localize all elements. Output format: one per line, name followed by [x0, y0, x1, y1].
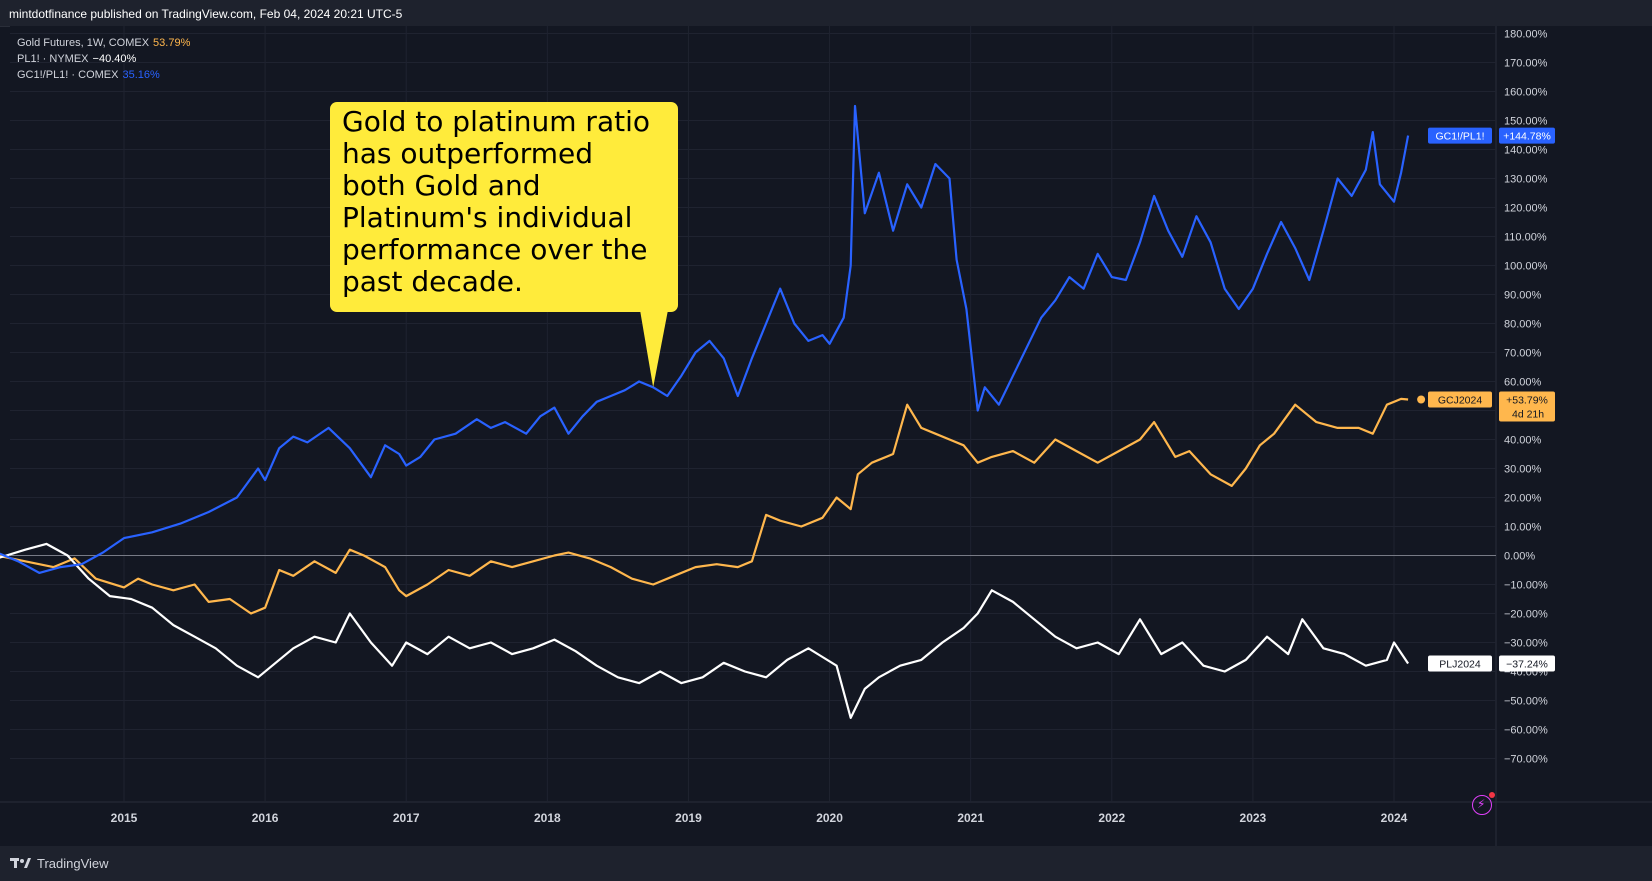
legend-name: GC1!/PL1! · COMEX [17, 69, 119, 81]
footer-bar: TradingView [0, 846, 1652, 881]
y-tick-label: 70.00% [1504, 348, 1542, 360]
y-tick-label: −60.00% [1504, 725, 1548, 737]
x-tick-label: 2015 [111, 811, 138, 825]
y-tick-label: 130.00% [1504, 174, 1548, 186]
y-tick-label: −20.00% [1504, 609, 1548, 621]
series-tag-label: PLJ2024 [1439, 658, 1481, 670]
series-tag-value-bg [1499, 127, 1555, 144]
legend-value: −40.40% [92, 53, 137, 65]
published-caption: mintdotfinance published on TradingView.… [9, 7, 403, 21]
annotation-line: Gold to platinum ratio [342, 105, 650, 138]
y-tick-label: −50.00% [1504, 696, 1548, 708]
y-tick-label: −70.00% [1504, 754, 1548, 766]
y-tick-label: 20.00% [1504, 493, 1542, 505]
lightning-icon[interactable]: ⚡ [1472, 792, 1495, 815]
series-tag-value-bg [1499, 391, 1555, 422]
x-tick-label: 2024 [1381, 811, 1408, 825]
series-tag-value: −37.24% [1506, 658, 1548, 670]
x-tick-label: 2020 [816, 811, 843, 825]
annotation-line: both Gold and [342, 169, 541, 202]
series-line-plj2024[interactable] [0, 542, 1410, 719]
series-tag-countdown: 4d 21h [1512, 409, 1544, 421]
y-tick-label: 60.00% [1504, 377, 1542, 389]
series-tag-label-bg [1428, 127, 1492, 144]
annotation-line: Platinum's individual [342, 201, 633, 234]
y-tick-label: −30.00% [1504, 638, 1548, 650]
x-tick-label: 2016 [252, 811, 279, 825]
y-tick-label: 160.00% [1504, 87, 1548, 99]
y-tick-label: 40.00% [1504, 435, 1542, 447]
x-tick-label: 2018 [534, 811, 561, 825]
legend-value: 35.16% [122, 69, 160, 81]
x-tick-label: 2021 [957, 811, 984, 825]
chart-canvas[interactable]: 180.00% 170.00% 160.00% 150.00% 140.00% 130.0… [0, 26, 1652, 846]
x-tick-label: 2022 [1098, 811, 1125, 825]
series-tag-label: GCJ2024 [1438, 395, 1483, 407]
y-tick-label: −10.00% [1504, 580, 1548, 592]
series-tag-label-bg [1428, 391, 1492, 408]
series-tag-value-bg [1499, 655, 1555, 672]
series-line-gcj2024[interactable] [0, 397, 1409, 615]
legend-name: PL1! · NYMEX [17, 53, 89, 65]
y-tick-label: 100.00% [1504, 261, 1548, 273]
series-tag-value: +144.78% [1503, 131, 1551, 143]
y-tick-label: 180.00% [1504, 29, 1548, 41]
annotation-line: performance over the [342, 233, 648, 266]
series-line-gc1-pl1-[interactable] [0, 104, 1410, 574]
legend-entry-platinum[interactable]: PL1! · NYMEX −40.40% [17, 51, 190, 67]
y-tick-label: 10.00% [1504, 522, 1542, 534]
last-price-dot [1417, 395, 1426, 404]
price-scale[interactable] [1496, 26, 1652, 846]
x-tick-label: 2017 [393, 811, 420, 825]
y-tick-label: 30.00% [1504, 464, 1542, 476]
brand[interactable]: TradingView [10, 855, 109, 871]
brand-name: TradingView [37, 855, 109, 871]
series-tag-label: GC1!/PL1! [1435, 131, 1484, 143]
y-tick-label: 170.00% [1504, 58, 1548, 70]
legend-value: 53.79% [153, 37, 191, 49]
y-tick-label: 90.00% [1504, 290, 1542, 302]
annotation-callout[interactable]: Gold to platinum ratio has outperformed … [330, 102, 678, 312]
x-tick-label: 2023 [1240, 811, 1267, 825]
legend-name: Gold Futures, 1W, COMEX [17, 37, 150, 49]
header-bar: mintdotfinance published on TradingView.… [0, 0, 1652, 27]
plot-area[interactable] [10, 26, 1496, 802]
legend: Gold Futures, 1W, COMEX 53.79% PL1! · NYM… [17, 35, 190, 83]
tradingview-logo-icon [10, 858, 31, 868]
legend-entry-gold[interactable]: Gold Futures, 1W, COMEX 53.79% [17, 35, 190, 51]
y-tick-label: 140.00% [1504, 145, 1548, 157]
annotation-line: past decade. [342, 265, 523, 298]
y-tick-label: 150.00% [1504, 116, 1548, 128]
legend-entry-ratio[interactable]: GC1!/PL1! · COMEX 35.16% [17, 67, 190, 83]
annotation-pointer [640, 310, 668, 388]
y-tick-label: 120.00% [1504, 203, 1548, 215]
x-tick-label: 2019 [675, 811, 702, 825]
y-tick-label: 0.00% [1504, 551, 1535, 563]
y-tick-label: 80.00% [1504, 319, 1542, 331]
series-tag-label-bg [1428, 655, 1492, 672]
y-tick-label: 110.00% [1504, 232, 1547, 244]
annotation-line: has outperformed [342, 137, 594, 170]
series-tag-value: +53.79% [1506, 395, 1548, 407]
